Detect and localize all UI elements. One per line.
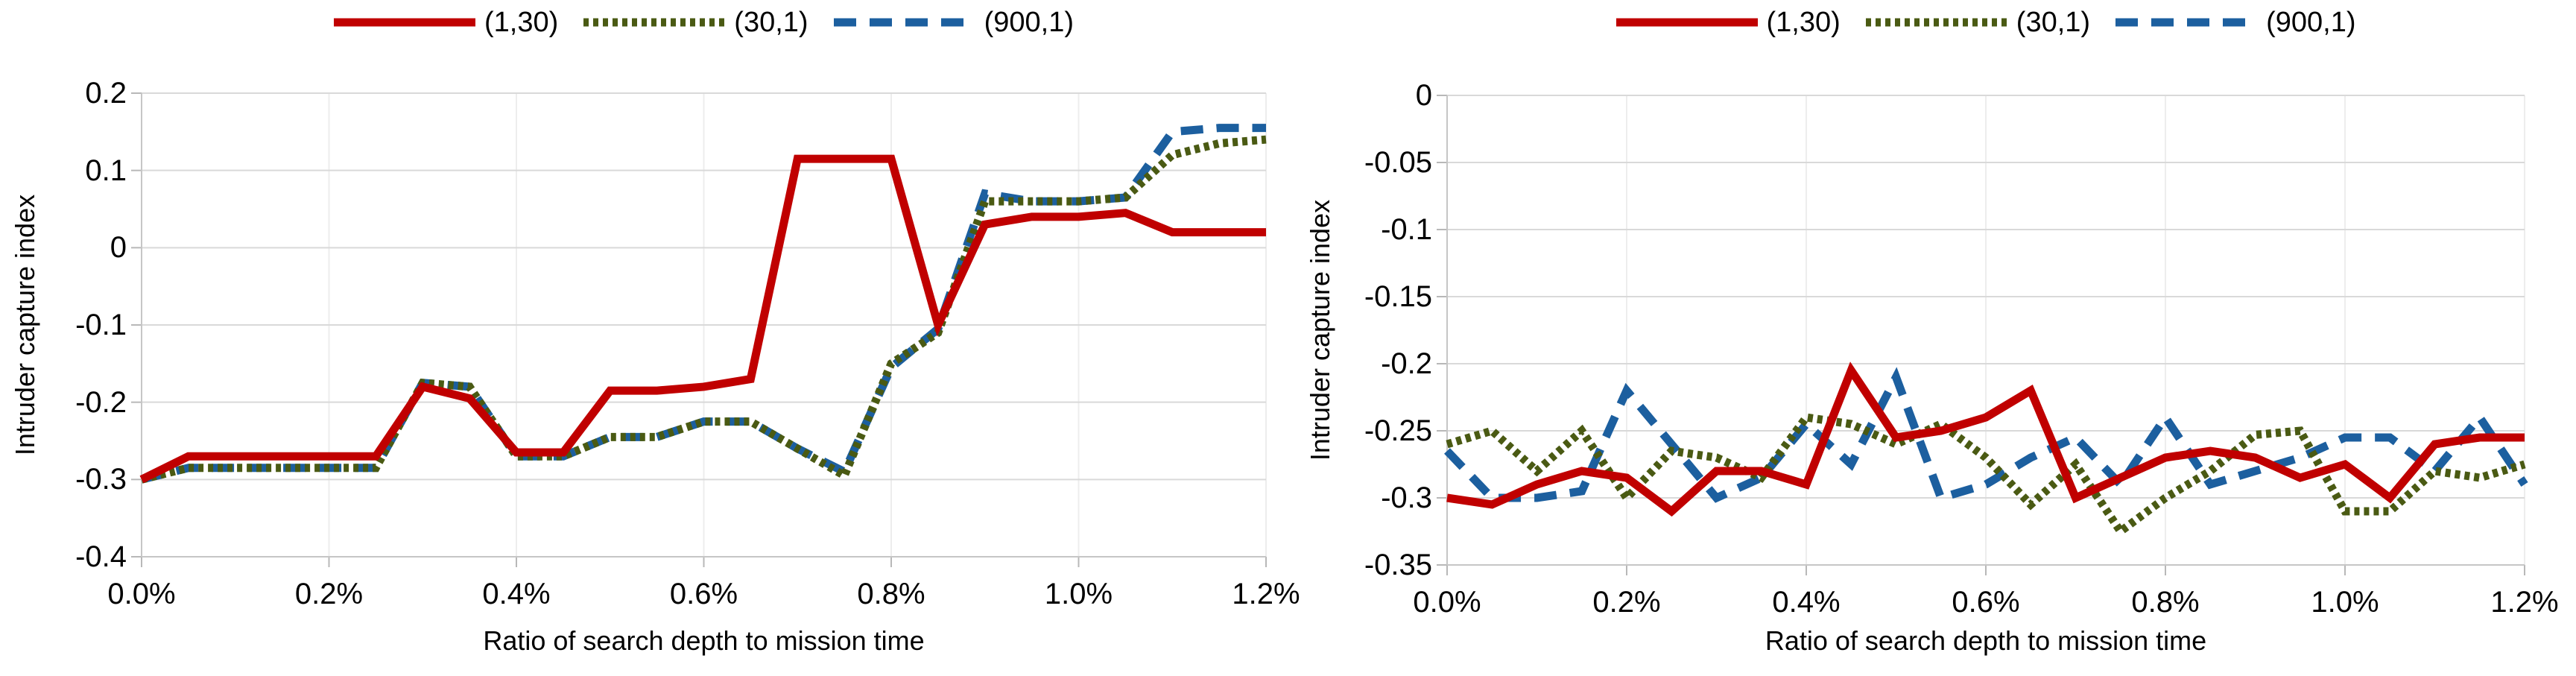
x-tick-label: 0.2% bbox=[1592, 586, 1661, 619]
legend-item-900-1: (900,1) bbox=[833, 7, 1074, 38]
y-tick-label: -0.1 bbox=[1381, 213, 1432, 246]
x-tick-label: 0.6% bbox=[669, 578, 738, 610]
x-tick-label: 0.0% bbox=[107, 578, 176, 610]
series-line-(900,1) bbox=[1444, 367, 2528, 503]
y-tick-label: -0.3 bbox=[1381, 481, 1432, 514]
y-tick-label: 0.1 bbox=[85, 154, 127, 187]
legend-label: (30,1) bbox=[2016, 7, 2091, 38]
x-tick-label: 1.2% bbox=[1232, 578, 1300, 610]
series-line-(1,30) bbox=[1446, 361, 2525, 517]
x-tick-label: 1.0% bbox=[2311, 586, 2379, 619]
legend-item-900-1: (900,1) bbox=[2115, 8, 2355, 37]
x-axis-title: Ratio of search depth to mission time bbox=[1765, 625, 2207, 656]
dotted-line-icon bbox=[1865, 18, 2007, 27]
legend-label: (900,1) bbox=[2266, 7, 2356, 38]
y-tick-label: -0.2 bbox=[75, 385, 127, 419]
left-chart: (1,30) (30,1) (900,1) Intruder capture i… bbox=[10, 4, 1300, 656]
x-tick-label: 0.6% bbox=[1952, 586, 2020, 619]
plot-area bbox=[131, 92, 1267, 567]
y-tick-label: -0.05 bbox=[1364, 146, 1432, 179]
x-tick-label: 0.0% bbox=[1413, 586, 1481, 619]
x-tick-label: 1.0% bbox=[1044, 578, 1113, 610]
series-line-(30,1) bbox=[1446, 413, 2526, 537]
dashed-line-icon bbox=[2115, 18, 2258, 27]
y-tick-label: -0.25 bbox=[1364, 414, 1432, 447]
right-chart: (1,30) (30,1) (900,1) Intruder capture i… bbox=[1288, 0, 2576, 676]
solid-line-icon bbox=[334, 18, 476, 27]
legend-label: (1,30) bbox=[484, 7, 559, 38]
x-tick-label: 0.4% bbox=[1772, 586, 1841, 619]
legend: (1,30) (30,1) (900,1) bbox=[1447, 4, 2525, 40]
legend-item-1-30: (1,30) bbox=[334, 8, 558, 37]
legend: (1,30) (30,1) (900,1) bbox=[142, 4, 1266, 40]
x-tick-label: 0.2% bbox=[294, 578, 364, 610]
legend-label: (1,30) bbox=[1766, 7, 1841, 38]
dotted-line-icon bbox=[583, 18, 726, 27]
x-axis-title: Ratio of search depth to mission time bbox=[483, 625, 925, 656]
y-tick-label: 0 bbox=[1415, 79, 1432, 112]
solid-line-icon bbox=[1615, 18, 1758, 27]
y-tick-label: -0.2 bbox=[1381, 347, 1432, 380]
legend-label: (900,1) bbox=[984, 7, 1074, 38]
y-tick-label: -0.1 bbox=[75, 309, 127, 341]
y-tick-label: -0.15 bbox=[1364, 280, 1432, 313]
series-line-(1,30) bbox=[139, 154, 1266, 484]
x-tick-label: 0.8% bbox=[2131, 586, 2200, 619]
plot-area bbox=[1437, 95, 2528, 575]
y-tick-label: -0.3 bbox=[75, 463, 127, 496]
x-tick-label: 0.4% bbox=[482, 578, 551, 610]
legend-label: (30,1) bbox=[734, 7, 808, 38]
y-tick-label: 0.2 bbox=[85, 77, 127, 110]
legend-item-30-1: (30,1) bbox=[583, 8, 808, 37]
x-tick-label: 1.2% bbox=[2490, 586, 2559, 619]
legend-item-1-30: (1,30) bbox=[1615, 7, 1841, 38]
series-line-(30,1) bbox=[140, 135, 1267, 484]
x-tick-label: 0.8% bbox=[857, 578, 925, 610]
y-tick-label: 0 bbox=[110, 231, 127, 265]
legend-item-30-1: (30,1) bbox=[1865, 7, 2091, 38]
y-tick-label: -0.4 bbox=[75, 540, 127, 573]
y-tick-label: -0.35 bbox=[1364, 549, 1432, 581]
dashed-line-icon bbox=[833, 18, 975, 27]
